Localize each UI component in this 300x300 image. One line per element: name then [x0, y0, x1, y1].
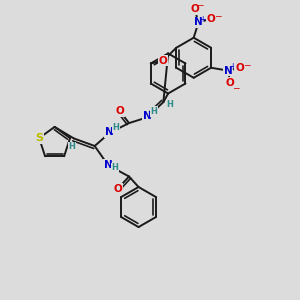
Text: S: S [35, 133, 43, 143]
Text: +: + [199, 15, 206, 24]
Text: N: N [104, 160, 112, 170]
Text: O: O [226, 78, 235, 88]
Text: O: O [206, 14, 215, 24]
Text: O: O [159, 56, 168, 66]
Text: −: − [214, 11, 221, 20]
Text: −: − [196, 0, 203, 9]
Text: N: N [224, 66, 233, 76]
Text: O: O [235, 63, 244, 73]
Text: H: H [112, 123, 119, 132]
Text: H: H [167, 100, 173, 109]
Text: −: − [243, 60, 250, 69]
Text: H: H [111, 164, 118, 172]
Text: O: O [115, 106, 124, 116]
Text: H: H [150, 107, 157, 116]
Text: +: + [229, 62, 235, 71]
Text: H: H [68, 142, 75, 152]
Text: O: O [190, 4, 199, 14]
Text: N: N [143, 111, 152, 122]
Text: N: N [194, 17, 203, 28]
Text: N: N [105, 127, 113, 137]
Text: O: O [113, 184, 122, 194]
Text: −: − [232, 83, 240, 92]
